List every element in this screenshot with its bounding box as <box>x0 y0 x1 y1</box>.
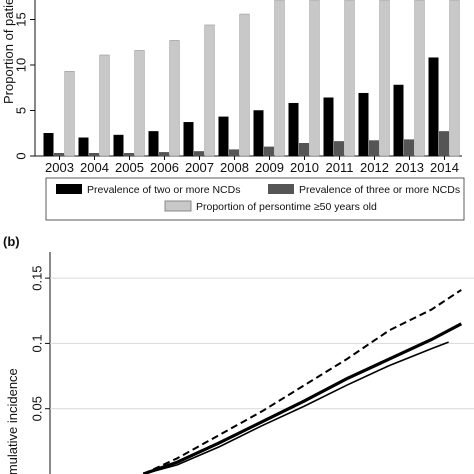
bar-2014-series-0 <box>428 57 439 157</box>
panel-a-x-tick-label: 2003 <box>45 160 74 175</box>
bar-2007-series-1 <box>194 151 204 157</box>
panel-a: Proportion of patier 0 5 10 15 2003 2004 2005… <box>1 0 465 221</box>
panel-a-y-tick-label: 15 <box>13 12 28 26</box>
legend-swatch-three-ncds <box>268 184 294 194</box>
panel-b-y-tick-label: 0.1 <box>29 334 44 352</box>
panel-a-x-ticks: 2003 2004 2005 2006 2007 2008 2009 2010 2011 2012… <box>45 156 459 175</box>
panel-a-y-tick-label: 0 <box>13 152 28 159</box>
bar-2009-series-0 <box>253 110 264 157</box>
panel-a-y-ticks: 0 5 10 15 <box>13 12 35 160</box>
panel-a-bars <box>43 0 460 157</box>
bar-2005-series-2 <box>134 50 145 157</box>
bar-2012-series-0 <box>358 92 369 157</box>
bar-2011-series-0 <box>323 97 334 157</box>
panel-b-y-ticks: 0.05 0.1 0.15 <box>29 265 50 421</box>
panel-b-y-axis-label: Cumulative incidence <box>5 368 20 474</box>
bar-2014-series-2 <box>449 0 460 157</box>
panel-b-gridlines <box>50 277 474 410</box>
panel-a-x-tick-label: 2012 <box>360 160 389 175</box>
bar-2005-series-0 <box>113 134 124 157</box>
panel-a-x-tick-label: 2009 <box>255 160 284 175</box>
bar-2005-series-1 <box>124 153 134 157</box>
bar-2012-series-2 <box>379 0 390 157</box>
bar-2003-series-0 <box>43 133 54 157</box>
bar-2010-series-0 <box>288 102 299 157</box>
bar-2004-series-2 <box>99 54 110 157</box>
bar-2009-series-2 <box>274 0 285 157</box>
bar-2013-series-2 <box>414 0 425 157</box>
bar-2014-series-1 <box>439 131 449 157</box>
legend-label-two-ncds: Prevalence of two or more NCDs <box>87 184 240 196</box>
legend-swatch-persontime <box>164 200 192 212</box>
bar-2003-series-2 <box>64 71 75 157</box>
bar-2007-series-0 <box>183 122 194 157</box>
bar-2013-series-0 <box>393 84 404 157</box>
line-series-thin <box>143 341 449 474</box>
panel-b-label: (b) <box>3 234 20 249</box>
panel-a-x-tick-label: 2011 <box>326 160 354 175</box>
bar-2006-series-1 <box>159 152 169 157</box>
panel-a-x-tick-label: 2004 <box>80 160 109 175</box>
bar-2011-series-2 <box>344 0 355 157</box>
bar-2008-series-2 <box>239 13 250 157</box>
panel-a-x-tick-label: 2006 <box>150 160 179 175</box>
panel-b-y-tick-label: 0.05 <box>29 396 44 421</box>
bar-2008-series-1 <box>229 149 239 157</box>
panel-b-lines <box>142 289 463 474</box>
bar-2004-series-1 <box>89 153 99 157</box>
bar-2007-series-2 <box>204 24 215 157</box>
panel-a-x-tick-label: 2005 <box>115 160 144 175</box>
bar-2010-series-1 <box>299 143 309 157</box>
legend-label-three-ncds: Prevalence of three or more NCDs <box>299 184 460 196</box>
panel-a-x-tick-label: 2013 <box>395 160 424 175</box>
panel-b-y-tick-label: 0.15 <box>29 265 44 290</box>
bar-2009-series-1 <box>264 146 274 157</box>
bar-2006-series-2 <box>169 40 180 157</box>
panel-a-y-tick-label: 10 <box>13 58 28 72</box>
bar-2012-series-1 <box>369 140 379 157</box>
bar-2004-series-0 <box>78 137 89 157</box>
bar-2011-series-1 <box>334 141 344 157</box>
panel-a-x-tick-label: 2008 <box>220 160 249 175</box>
legend-label-persontime: Proportion of persontime ≥50 years old <box>196 201 377 213</box>
line-series-thick <box>142 322 463 474</box>
legend-box <box>45 177 465 221</box>
legend-swatch-two-ncds <box>56 184 82 194</box>
bar-2010-series-2 <box>309 0 320 157</box>
panel-b: (b) Cumulative incidence 0.05 0.1 0.15 <box>3 234 474 474</box>
panel-a-x-tick-label: 2007 <box>185 160 214 175</box>
legend: Prevalence of two or more NCDs Prevalenc… <box>45 177 465 221</box>
panel-a-x-tick-label: 2014 <box>430 160 459 175</box>
bar-2008-series-0 <box>218 116 229 157</box>
bar-2003-series-1 <box>54 153 64 157</box>
bar-2013-series-1 <box>404 139 414 157</box>
panel-a-y-tick-label: 5 <box>13 107 28 114</box>
line-series-dashed <box>142 289 462 474</box>
bar-2006-series-0 <box>148 131 159 157</box>
panel-a-y-axis-label: Proportion of patier <box>1 0 16 104</box>
panel-a-x-tick-label: 2010 <box>290 160 319 175</box>
